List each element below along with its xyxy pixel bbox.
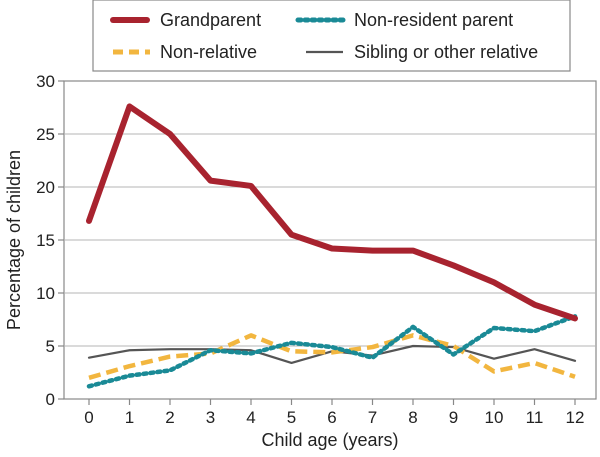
x-tick-label-4: 4 (246, 408, 255, 427)
x-tick-label-7: 7 (368, 408, 377, 427)
x-axis-ticks: 0 1 2 3 4 5 6 7 8 9 10 11 12 (84, 399, 584, 427)
x-tick-label-8: 8 (408, 408, 417, 427)
series-line-non-resident-parent (86, 314, 578, 389)
y-tick-label-20: 20 (36, 178, 55, 197)
legend-box (92, 0, 571, 72)
x-tick-label-0: 0 (84, 408, 93, 427)
legend-label-non-relative: Non-relative (160, 42, 257, 62)
x-tick-label-2: 2 (165, 408, 174, 427)
x-tick-label-1: 1 (125, 408, 134, 427)
legend-label-grandparent: Grandparent (160, 10, 261, 30)
y-axis-ticks: 0 5 10 15 20 25 30 (36, 72, 64, 409)
x-tick-label-5: 5 (287, 408, 296, 427)
x-tick-label-10: 10 (485, 408, 504, 427)
y-tick-label-15: 15 (36, 231, 55, 250)
y-tick-label-30: 30 (36, 72, 55, 91)
y-tick-label-25: 25 (36, 125, 55, 144)
y-tick-label-5: 5 (46, 337, 55, 356)
series-lines (86, 103, 578, 389)
gridlines (64, 133, 596, 347)
x-tick-label-12: 12 (566, 408, 585, 427)
series-line-grandparent (86, 103, 578, 322)
legend-label-non-resident-parent: Non-resident parent (354, 10, 513, 30)
x-tick-label-11: 11 (526, 408, 544, 427)
x-axis-title: Child age (years) (261, 430, 398, 450)
y-tick-label-10: 10 (36, 284, 55, 303)
y-axis-title: Percentage of children (4, 150, 24, 330)
x-tick-label-9: 9 (449, 408, 458, 427)
y-tick-label-0: 0 (46, 390, 55, 409)
legend: Grandparent Non-resident parent Non-rela… (92, 0, 571, 72)
legend-label-sibling-or-other-relative: Sibling or other relative (354, 42, 538, 62)
x-tick-label-6: 6 (327, 408, 336, 427)
series-line-non-relative (88, 333, 576, 380)
x-tick-label-3: 3 (206, 408, 215, 427)
